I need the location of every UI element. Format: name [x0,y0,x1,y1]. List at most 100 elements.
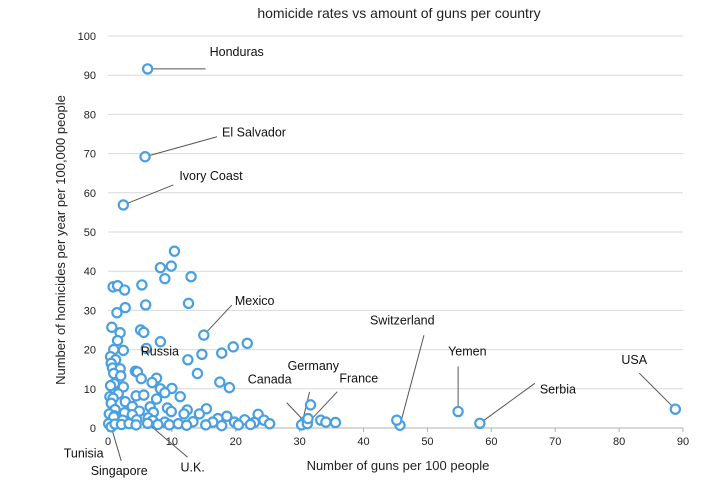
data-point [191,367,204,380]
chart-title: homicide rates vs amount of guns per cou… [257,5,540,21]
data-point [244,418,257,431]
data-point [329,416,342,429]
y-tick-label: 0 [90,423,96,435]
data-point [182,297,195,310]
data-point [214,376,226,388]
data-point [117,344,130,357]
x-tick-label: 20 [230,436,242,448]
y-tick-label: 80 [84,109,96,121]
data-point [138,326,150,339]
data-point [320,416,332,428]
annotation-label: U.K. [180,460,204,474]
data-point [391,414,403,426]
data-point [216,347,228,359]
annotation-label: El Salvador [222,126,286,140]
data-point [180,419,193,431]
data-point [178,408,190,420]
data-point [104,379,117,392]
data-point [139,151,151,163]
annotation-leader [123,184,174,206]
data-point [152,418,164,431]
annotation-leader [147,422,188,458]
annotation-label: Russia [141,345,179,359]
x-tick-label: 60 [485,436,497,448]
annotation-label: Switzerland [370,313,435,327]
data-point [174,390,186,403]
data-point [159,387,171,399]
y-tick-label: 30 [84,305,96,317]
annotation-label: Mexico [235,294,275,308]
annotation-label: Ivory Coast [179,169,243,183]
data-point [111,307,123,319]
data-point [130,419,142,431]
x-tick-label: 40 [357,436,369,448]
y-tick-label: 40 [84,266,96,278]
data-point [106,321,118,333]
annotation-leader [479,382,536,424]
x-tick-label: 0 [105,436,111,448]
data-point [138,389,150,401]
data-point [223,381,236,394]
annotation-leader [638,372,676,410]
data-point [141,63,154,75]
data-point [163,419,176,431]
data-point [135,372,147,385]
data-point [263,417,276,430]
x-tick-label: 90 [677,436,689,448]
annotation-leader [144,136,218,158]
annotation-label: Canada [248,373,292,387]
annotation-leader [203,304,233,336]
annotation-label: Honduras [210,45,264,59]
data-point [185,270,197,283]
y-tick-label: 70 [84,149,96,161]
annotation-label: Germany [288,359,340,373]
x-tick-label: 30 [294,436,306,448]
data-point [117,199,130,211]
data-point [182,354,194,366]
data-point [150,393,163,405]
data-point [146,376,158,389]
data-point [216,419,228,432]
annotation-label: Tunisia [64,447,104,461]
data-points [102,63,682,433]
data-point [119,301,131,314]
data-point [118,284,131,296]
data-point [452,405,464,418]
data-point [302,412,314,425]
y-tick-label: 20 [84,345,96,357]
data-point [159,272,171,285]
annotation-label: Serbia [540,382,576,396]
annotation-labels: Honduras El Salvador Ivory Coast Mexico Russ… [64,45,648,478]
annotation-leader [399,335,425,426]
data-point [669,403,682,415]
data-point [115,370,127,382]
y-axis-title: Number of homicides per year per 100,000… [53,95,68,385]
data-point [241,337,253,350]
annotation-leader [110,426,122,461]
axes: 0 10 20 30 40 50 60 70 80 90 100 0 10 20 30 40 50 60 70 80 9… [78,31,689,448]
data-point [141,417,154,429]
data-point [200,419,212,431]
data-point [196,348,208,361]
data-point [165,405,177,418]
data-point [304,399,317,411]
data-point [136,279,148,291]
y-tick-label: 10 [84,384,96,396]
annotation-label: Singapore [91,464,148,478]
data-point [168,245,181,257]
grid-lines [108,35,683,390]
data-point [474,417,486,429]
data-point [111,334,124,347]
annotation-label: USA [621,353,647,367]
x-tick-label: 70 [549,436,561,448]
y-tick-label: 100 [78,31,96,43]
x-tick-label: 80 [613,436,625,448]
annotation-leaders [110,68,676,461]
data-point [232,419,245,431]
annotation-label: France [339,372,378,386]
y-tick-label: 60 [84,188,96,200]
y-tick-label: 90 [84,70,96,82]
annotation-label: Yemen [448,345,487,359]
